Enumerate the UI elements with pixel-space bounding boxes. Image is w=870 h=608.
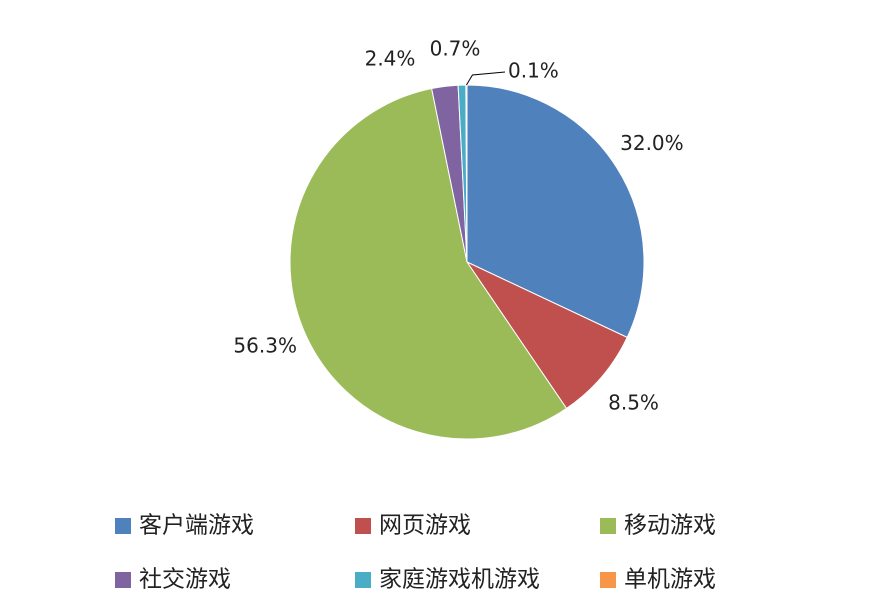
- leader-line: [466, 71, 506, 86]
- data-label: 32.0%: [620, 131, 684, 155]
- legend-swatch: [115, 518, 131, 534]
- data-label: 8.5%: [608, 391, 659, 415]
- legend-label: 网页游戏: [379, 513, 471, 539]
- data-label: 0.7%: [430, 37, 481, 61]
- data-label: 2.4%: [365, 47, 416, 71]
- legend-label: 家庭游戏机游戏: [379, 567, 540, 593]
- legend-swatch: [600, 572, 616, 588]
- legend-label: 移动游戏: [624, 513, 716, 539]
- legend-swatch: [600, 518, 616, 534]
- pie-slice: [465, 260, 628, 410]
- pie-slice: [466, 84, 645, 339]
- legend-label: 客户端游戏: [139, 513, 254, 539]
- legend-label: 单机游戏: [624, 567, 716, 593]
- data-label: 0.1%: [508, 59, 559, 83]
- legend-swatch: [115, 572, 131, 588]
- legend-label: 社交游戏: [139, 567, 231, 593]
- legend-swatch: [355, 518, 371, 534]
- legend-swatch: [355, 572, 371, 588]
- pie-slice: [289, 87, 568, 440]
- data-label: 56.3%: [233, 334, 297, 358]
